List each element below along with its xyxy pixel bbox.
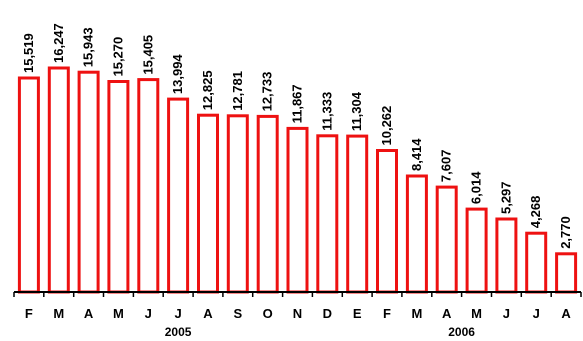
data-label-0: 15,519 (21, 33, 36, 73)
x-tick-label-0: F (25, 306, 33, 321)
x-tick-label-1: M (53, 306, 64, 321)
x-tick-label-6: A (203, 306, 213, 321)
x-tick-label-18: A (561, 306, 571, 321)
x-tick-label-3: M (113, 306, 124, 321)
data-label-4: 15,405 (140, 35, 155, 75)
x-tick-label-9: N (293, 306, 302, 321)
year-labels: 2005 2006 (165, 325, 476, 339)
x-tick-label-17: J (533, 306, 540, 321)
bar-13 (405, 174, 428, 294)
x-tick-label-12: F (383, 306, 391, 321)
bar-10 (316, 134, 339, 294)
data-label-2: 15,943 (81, 27, 96, 67)
data-label-9: 11,867 (290, 84, 305, 123)
x-tick-label-16: J (503, 306, 510, 321)
bar-12 (376, 149, 398, 294)
bar-7 (226, 114, 249, 294)
data-label-14: 7,607 (439, 150, 454, 183)
bar-17 (525, 231, 548, 294)
year-label-1: 2006 (448, 325, 475, 339)
bar-0 (17, 76, 40, 294)
data-label-8: 12,733 (260, 72, 275, 112)
bar-15 (465, 207, 488, 294)
x-tick-label-5: J (174, 306, 181, 321)
bar-9 (286, 126, 309, 294)
x-tick-label-11: E (353, 306, 362, 321)
bar-16 (495, 217, 518, 294)
bar-6 (197, 113, 219, 294)
data-label-15: 6,014 (469, 171, 484, 204)
x-tick-label-14: A (442, 306, 452, 321)
data-label-5: 13,994 (170, 54, 185, 95)
x-tick-label-7: S (233, 306, 242, 321)
bar-4 (137, 78, 160, 294)
x-tick-label-2: A (84, 306, 94, 321)
x-tick-label-10: D (323, 306, 332, 321)
year-label-0: 2005 (165, 325, 192, 339)
data-label-7: 12,781 (230, 71, 245, 111)
bar-8 (256, 114, 279, 294)
bars-layer (17, 66, 578, 294)
x-axis-ticks (13, 292, 582, 297)
x-tick-label-8: O (263, 306, 273, 321)
x-tick-label-15: M (471, 306, 482, 321)
bar-18 (555, 252, 578, 294)
bar-14 (435, 185, 458, 294)
data-label-17: 4,268 (528, 196, 543, 229)
data-label-11: 11,304 (349, 91, 364, 131)
data-label-18: 2,770 (558, 216, 573, 249)
data-label-6: 12,825 (200, 70, 215, 110)
bar-3 (107, 80, 130, 294)
data-label-3: 15,270 (110, 37, 125, 77)
bar-5 (167, 97, 190, 294)
bar-11 (346, 134, 369, 294)
bar-2 (77, 70, 100, 294)
data-label-10: 11,333 (319, 92, 334, 131)
data-label-12: 10,262 (379, 106, 394, 146)
x-tick-label-4: J (145, 306, 152, 321)
data-label-13: 8,414 (409, 138, 424, 171)
x-tick-label-13: M (411, 306, 422, 321)
data-labels-layer: 15,519 16,247 15,943 15,270 15,405 13,994 12,8… (21, 23, 573, 249)
data-label-16: 5,297 (498, 181, 513, 214)
data-label-1: 16,247 (51, 23, 66, 63)
bar-1 (47, 66, 70, 294)
